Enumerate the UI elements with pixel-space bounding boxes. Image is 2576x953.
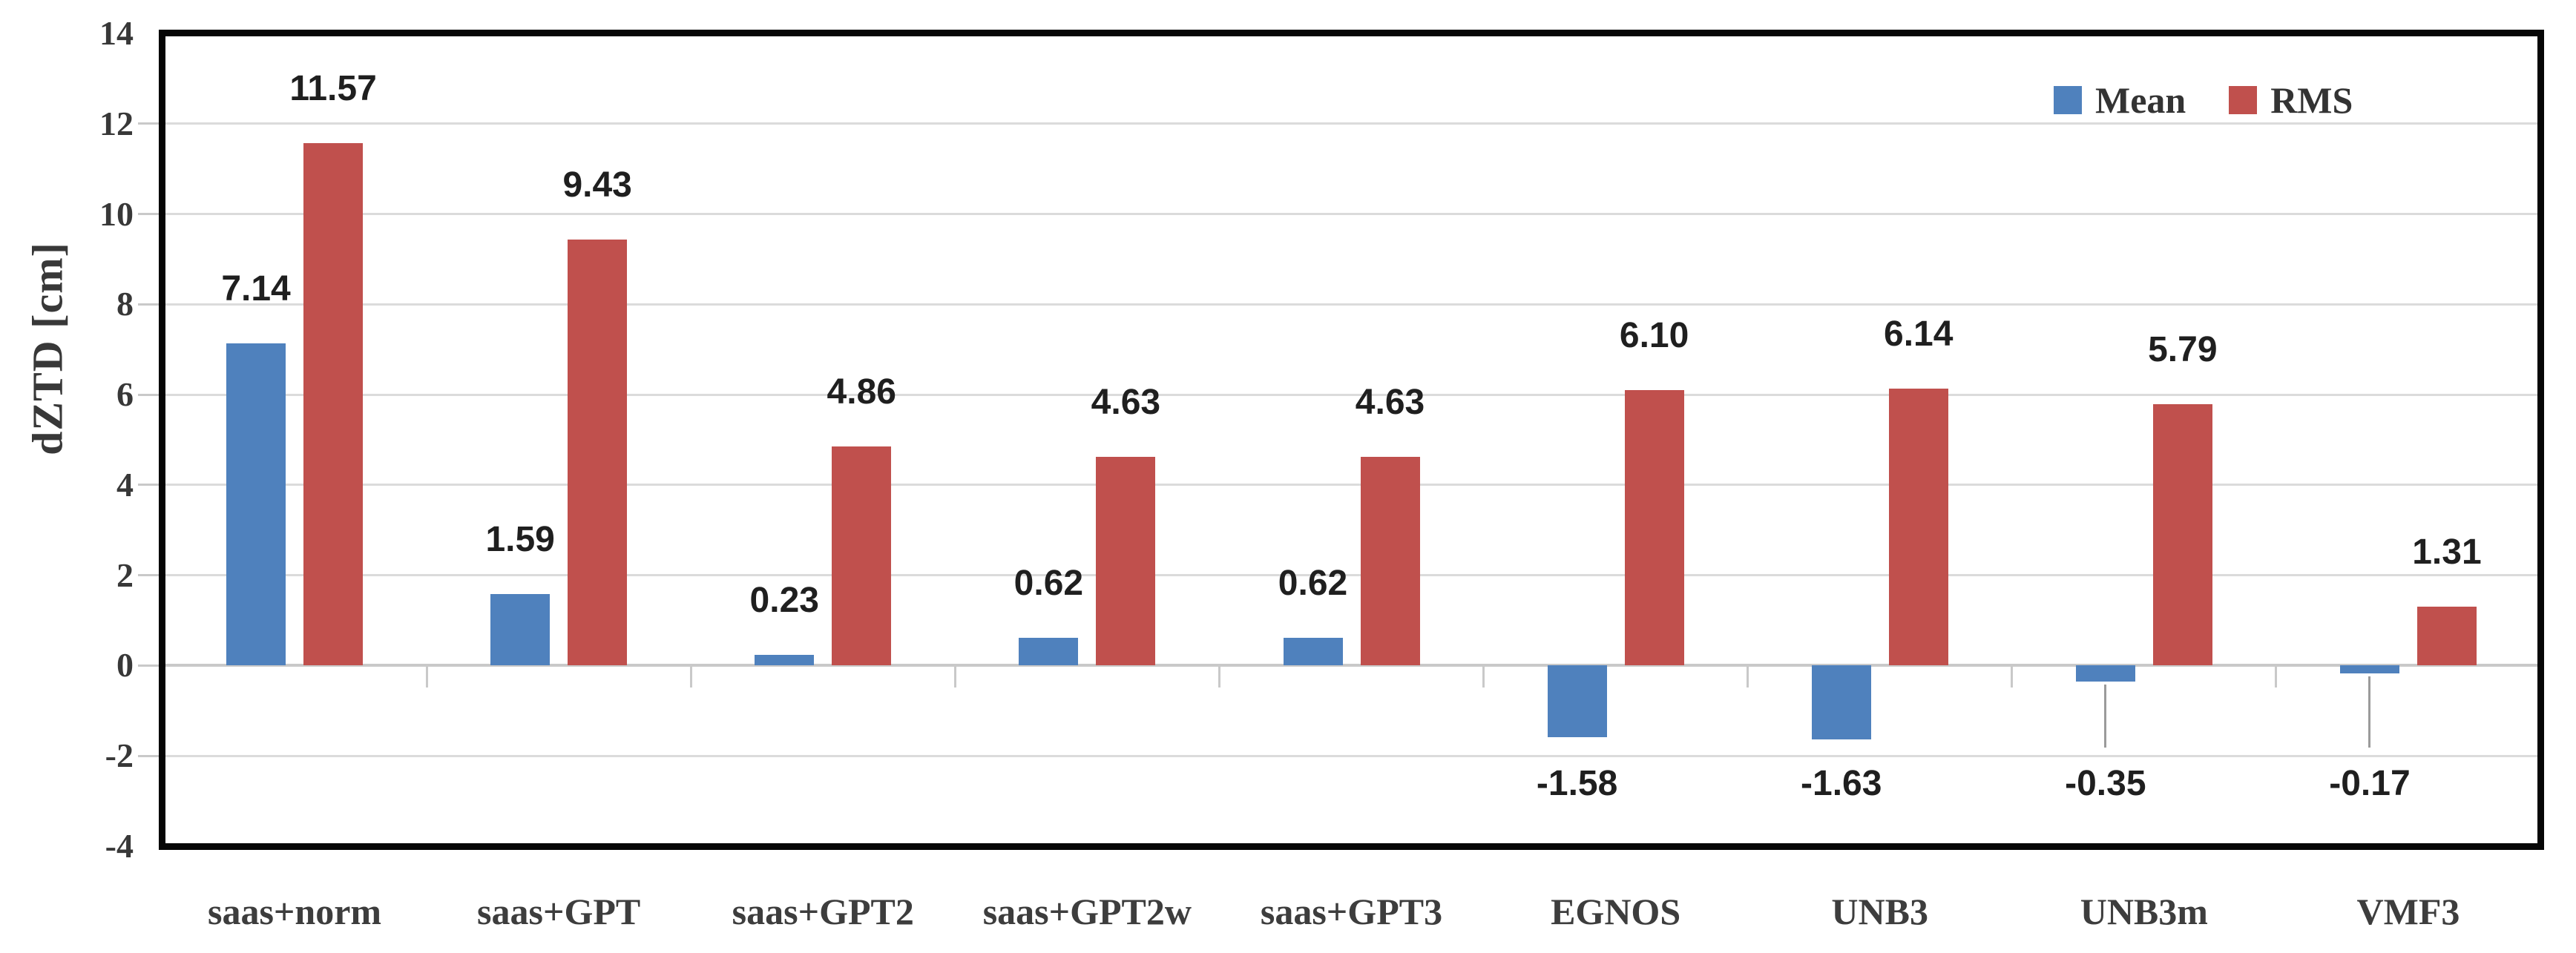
data-label-leader-line [2368, 676, 2371, 748]
gridline [162, 754, 2540, 757]
y-axis-tick [138, 393, 162, 396]
data-label: 11.57 [289, 68, 377, 108]
category-label: saas+GPT3 [1260, 891, 1443, 932]
mean-bar [1283, 637, 1343, 666]
rms-bar [568, 240, 628, 666]
y-tick-label: -2 [105, 736, 134, 775]
gridline [162, 213, 2540, 216]
y-axis-tick [138, 303, 162, 306]
rms-bar [1096, 456, 1156, 666]
category-boundary-tick [1482, 665, 1485, 688]
rms-bar [1360, 456, 1420, 666]
data-label: 4.63 [1355, 382, 1425, 422]
category-label: saas+GPT [477, 891, 641, 932]
y-axis-title: dZTD [cm] [23, 242, 72, 455]
data-label: 0.23 [749, 581, 819, 621]
data-label: -1.63 [1801, 764, 1882, 803]
category-boundary-tick [425, 665, 428, 688]
legend: Mean RMS [2054, 82, 2353, 119]
data-label: 4.86 [827, 372, 896, 412]
category-boundary-tick [1218, 665, 1220, 688]
gridline [162, 122, 2540, 125]
y-tick-label: 0 [116, 646, 134, 685]
y-tick-label: 12 [99, 104, 134, 142]
mean-bar [2339, 665, 2399, 673]
data-label: -0.35 [2065, 764, 2146, 803]
x-axis-line [162, 664, 2540, 667]
gridline [162, 574, 2540, 577]
mean-bar [226, 343, 286, 666]
mean-bar [1019, 637, 1079, 666]
legend-label: RMS [2270, 79, 2353, 121]
data-label: 9.43 [562, 165, 632, 205]
data-label: 4.63 [1091, 382, 1161, 422]
y-axis-tick [138, 213, 162, 216]
mean-bar [755, 655, 815, 666]
data-label: 1.31 [2412, 532, 2482, 572]
data-label: -1.58 [1536, 764, 1618, 803]
y-axis-tick [138, 754, 162, 757]
legend-item-mean: Mean [2054, 82, 2186, 119]
category-label: saas+GPT2 [732, 891, 914, 932]
mean-bar [2075, 665, 2135, 682]
category-label: VMF3 [2356, 891, 2460, 932]
category-label: saas+GPT2w [982, 891, 1192, 932]
y-tick-label: 6 [116, 375, 134, 414]
category-label: UNB3m [2080, 891, 2208, 932]
gridline [162, 303, 2540, 306]
data-label: 6.14 [1884, 314, 1954, 354]
mean-bar [1547, 665, 1607, 737]
category-label: UNB3 [1831, 891, 1928, 932]
rms-bar [832, 446, 892, 666]
mean-legend-swatch [2054, 86, 2082, 114]
legend-item-rms: RMS [2229, 82, 2353, 119]
y-axis-tick [138, 574, 162, 577]
rms-bar [2416, 606, 2477, 666]
data-label: 0.62 [1013, 563, 1084, 603]
y-axis-tick [138, 484, 162, 487]
category-boundary-tick [953, 665, 956, 688]
gridline [162, 484, 2540, 487]
legend-label: Mean [2095, 79, 2186, 121]
y-tick-label: 14 [99, 14, 134, 52]
category-boundary-tick [2275, 665, 2278, 688]
y-tick-label: 2 [116, 555, 134, 594]
y-tick-label: 8 [116, 285, 134, 323]
rms-bar [303, 142, 364, 666]
data-label: 5.79 [2148, 329, 2218, 369]
data-label-leader-line [2104, 684, 2107, 748]
y-axis-tick [138, 664, 162, 667]
y-tick-label: -4 [105, 827, 134, 865]
category-boundary-tick [689, 665, 692, 688]
data-label: 0.62 [1278, 563, 1348, 603]
gridline [162, 393, 2540, 396]
plot-border [159, 30, 2544, 850]
rms-bar [2152, 403, 2212, 666]
data-label: 7.14 [221, 268, 291, 309]
y-axis-tick [138, 122, 162, 125]
category-boundary-tick [1747, 665, 1749, 688]
data-label: -0.17 [2329, 764, 2411, 803]
data-label: 6.10 [1619, 316, 1689, 356]
category-boundary-tick [2011, 665, 2014, 688]
rms-legend-swatch [2229, 86, 2258, 114]
y-tick-label: 4 [116, 465, 134, 504]
y-tick-label: 10 [99, 194, 134, 233]
rms-bar [1888, 388, 1948, 666]
data-label: 1.59 [485, 519, 555, 559]
mean-bar [1811, 665, 1871, 739]
rms-bar [1624, 390, 1684, 666]
mean-bar [490, 593, 551, 666]
category-label: saas+norm [208, 891, 382, 932]
category-label: EGNOS [1551, 891, 1681, 932]
